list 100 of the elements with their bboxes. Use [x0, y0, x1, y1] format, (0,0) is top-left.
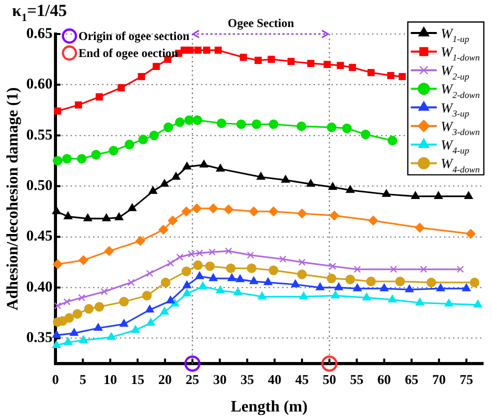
point	[186, 46, 194, 54]
point	[182, 206, 192, 216]
point	[298, 258, 306, 266]
point	[146, 270, 154, 277]
point	[466, 228, 476, 239]
point	[226, 263, 236, 274]
point	[182, 280, 192, 288]
point	[120, 319, 128, 327]
point	[63, 298, 71, 306]
point	[368, 216, 378, 226]
y-tick-label: 0.40	[26, 279, 52, 296]
point	[330, 210, 340, 220]
point	[256, 172, 266, 180]
point	[348, 64, 356, 72]
point	[52, 206, 61, 214]
point	[79, 335, 88, 343]
point	[462, 284, 471, 292]
x-tick-label: 70	[432, 372, 446, 388]
point	[182, 288, 192, 296]
point	[416, 298, 424, 306]
y-tick-label: 0.60	[26, 76, 52, 93]
y-axis-title: Adhesion/decohesion damage (1)	[4, 87, 22, 310]
point	[124, 140, 134, 150]
x-tick-label: 50	[322, 372, 336, 388]
point	[307, 60, 314, 67]
point	[456, 266, 464, 273]
point	[281, 175, 290, 183]
point	[366, 276, 376, 286]
point	[250, 276, 258, 284]
point	[345, 274, 356, 284]
point	[78, 255, 88, 265]
point	[160, 179, 169, 187]
point	[362, 292, 371, 300]
point	[152, 62, 160, 70]
x-tick-label: 30	[213, 372, 227, 388]
point	[216, 286, 225, 294]
point	[145, 305, 154, 313]
x-tick-label: 35	[240, 372, 254, 388]
point	[184, 115, 194, 126]
point	[331, 290, 340, 298]
point	[296, 121, 306, 132]
point	[158, 224, 168, 235]
point	[287, 58, 295, 65]
point	[91, 150, 101, 160]
point	[96, 93, 103, 100]
point	[279, 256, 286, 263]
point	[104, 246, 114, 256]
point	[299, 292, 308, 300]
point	[188, 250, 195, 258]
y-tick-label: 0.55	[26, 127, 52, 144]
point	[138, 73, 146, 80]
point	[420, 266, 428, 273]
point	[200, 160, 208, 168]
point	[208, 248, 216, 256]
point	[102, 214, 111, 222]
point	[205, 261, 215, 272]
x-axis-title: Length (m)	[230, 398, 308, 416]
point	[146, 318, 156, 326]
point	[160, 278, 170, 288]
point	[94, 323, 102, 331]
point	[168, 216, 178, 226]
point	[160, 307, 169, 315]
point	[405, 284, 414, 292]
point	[52, 330, 61, 338]
point	[414, 222, 425, 233]
point	[329, 262, 336, 270]
point	[297, 208, 307, 218]
point	[164, 122, 174, 132]
point	[78, 294, 86, 302]
point	[52, 340, 61, 348]
point	[426, 278, 436, 288]
x-tick-label: 65	[404, 372, 419, 388]
point	[236, 274, 244, 282]
point	[360, 130, 370, 140]
point	[94, 302, 104, 312]
point	[411, 191, 420, 199]
point	[214, 46, 222, 54]
point	[70, 328, 78, 336]
point	[193, 260, 203, 270]
point	[64, 313, 74, 323]
point	[62, 154, 72, 164]
point	[228, 274, 236, 282]
x-tick-label: 55	[350, 372, 364, 388]
point	[192, 115, 202, 126]
point	[224, 204, 234, 214]
y-tick-label: 0.45	[26, 228, 52, 245]
point	[324, 60, 331, 68]
x-tick-label: 25	[186, 372, 200, 388]
point	[252, 119, 262, 130]
point	[127, 278, 135, 286]
legend-label: Origin of ogee section	[78, 29, 190, 43]
point	[342, 124, 352, 134]
point	[390, 266, 398, 273]
point	[336, 62, 344, 70]
point	[328, 182, 337, 190]
point	[234, 288, 242, 296]
point	[52, 156, 62, 166]
point	[195, 272, 204, 280]
point	[216, 164, 225, 172]
point	[194, 46, 202, 54]
